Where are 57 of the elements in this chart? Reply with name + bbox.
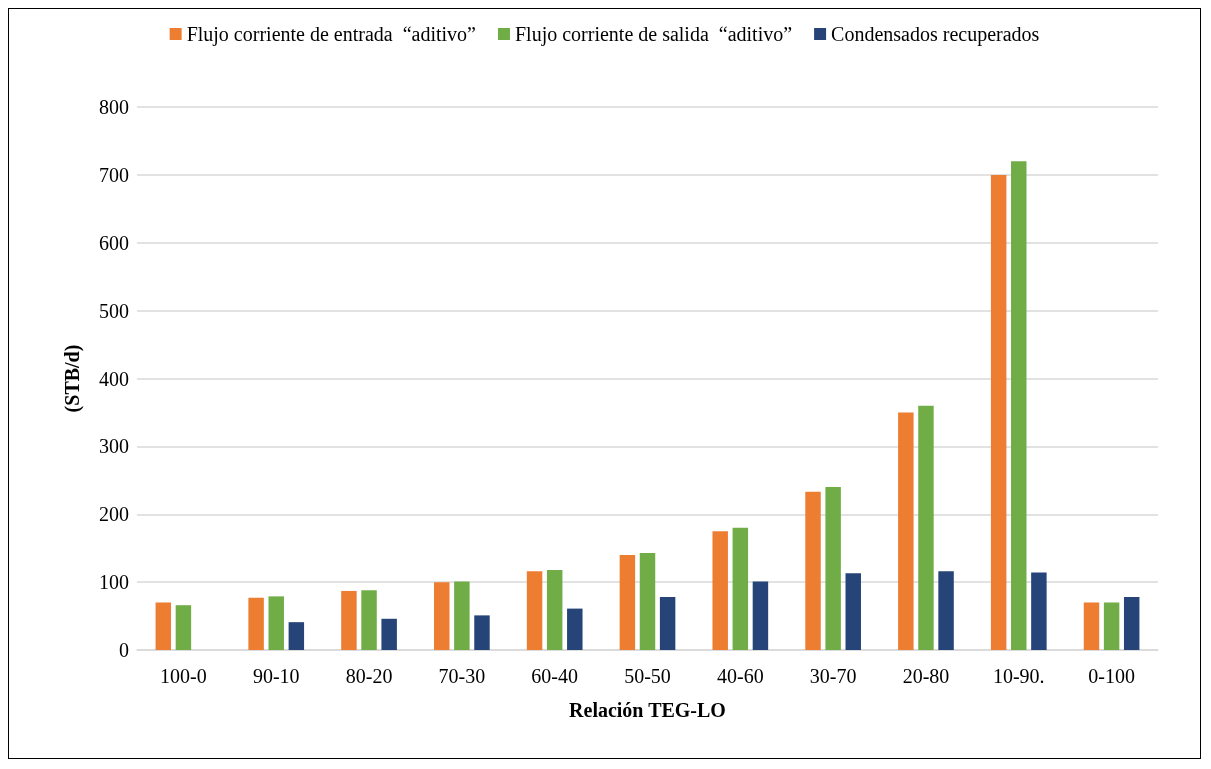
bar	[434, 582, 450, 650]
y-tick-label: 100	[99, 571, 129, 594]
bar	[659, 597, 676, 650]
bar	[567, 608, 583, 650]
x-tick-label: 50-50	[624, 665, 671, 687]
bar	[732, 527, 749, 650]
x-tick-label: 60-40	[531, 665, 579, 687]
bar	[938, 571, 954, 650]
bar	[898, 412, 914, 650]
legend-label: Condensados recuperados	[831, 23, 1040, 46]
bar	[268, 596, 284, 650]
y-tick-label: 0	[119, 639, 129, 661]
bar	[155, 602, 172, 650]
bar	[712, 531, 728, 650]
y-tick-label: 400	[99, 367, 129, 390]
y-tick-label: 700	[99, 163, 129, 186]
x-tick-label: 20-80	[902, 665, 950, 687]
bar	[381, 618, 397, 650]
bar	[805, 491, 821, 650]
x-tick-label: 30-70	[809, 665, 857, 687]
bar	[619, 554, 636, 650]
y-axis-title: (STB/d)	[61, 344, 84, 413]
y-tick-label: 800	[99, 96, 129, 118]
bar	[1031, 572, 1047, 650]
bar	[248, 597, 264, 650]
bar	[1123, 597, 1140, 650]
bar	[752, 581, 769, 650]
x-tick-label: 0-100	[1088, 665, 1135, 687]
bar	[341, 590, 357, 650]
bar	[361, 590, 377, 650]
bar	[526, 571, 543, 650]
bar	[454, 581, 470, 650]
x-tick-label: 10-90.	[992, 665, 1045, 687]
x-tick-label: 80-20	[345, 665, 393, 687]
x-tick-label: 100-0	[160, 665, 207, 687]
x-tick-label: 90-10	[252, 665, 300, 687]
bar	[474, 615, 490, 650]
bar	[990, 174, 1007, 650]
bar	[546, 569, 563, 650]
bar	[825, 487, 841, 650]
y-tick-label: 300	[99, 435, 129, 458]
bar	[175, 605, 192, 650]
bar	[639, 552, 656, 650]
x-tick-label: 70-30	[438, 665, 486, 687]
y-tick-label: 500	[99, 299, 129, 322]
legend-label: Flujo corriente de salida “aditivo”	[514, 23, 793, 46]
x-axis-title: Relación TEG-LO	[569, 699, 726, 721]
bar	[918, 405, 934, 650]
x-tick-label: 40-60	[716, 665, 764, 687]
legend-label: Flujo corriente de entrada “aditivo”	[186, 23, 476, 46]
bar	[1011, 161, 1027, 650]
y-tick-label: 200	[99, 503, 129, 526]
bar	[288, 622, 305, 650]
bar	[1103, 602, 1120, 650]
bar	[845, 573, 861, 650]
bar	[1083, 602, 1100, 650]
y-tick-label: 600	[99, 231, 129, 254]
